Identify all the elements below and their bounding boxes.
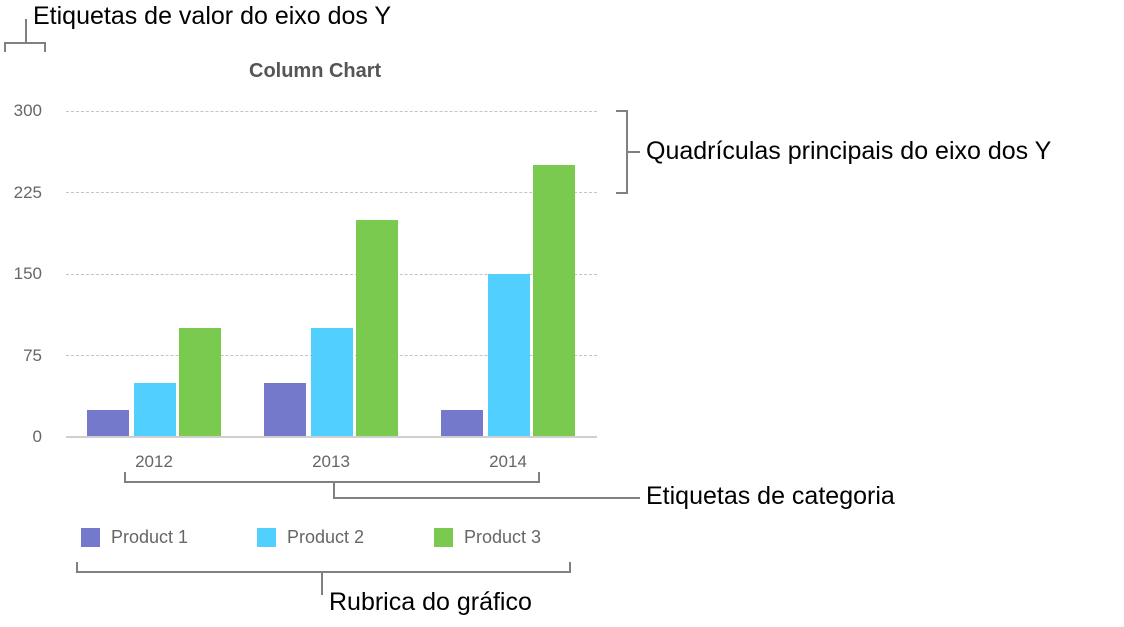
callout-bracket bbox=[76, 571, 571, 573]
callout-category-labels: Etiquetas de categoria bbox=[646, 482, 895, 510]
y-tick-label: 150 bbox=[13, 264, 42, 283]
gridline-225 bbox=[66, 192, 597, 193]
legend-swatch-product-1 bbox=[81, 528, 100, 547]
callout-bracket bbox=[124, 472, 126, 482]
callout-bracket bbox=[4, 42, 6, 52]
callout-bracket bbox=[616, 192, 628, 194]
chart-title: Column Chart bbox=[249, 60, 382, 82]
bar-2012-product-3 bbox=[179, 328, 221, 437]
bar-2014-product-1 bbox=[441, 410, 483, 437]
callout-bracket bbox=[44, 42, 46, 52]
bar-2013-product-3 bbox=[356, 220, 398, 437]
bar-2013-product-1 bbox=[264, 383, 306, 437]
callout-line bbox=[25, 19, 27, 43]
callout-legend: Rubrica do gráfico bbox=[329, 588, 532, 616]
category-label-2013: 2013 bbox=[312, 452, 350, 471]
callout-bracket bbox=[538, 472, 540, 482]
callout-line bbox=[626, 151, 640, 153]
y-tick-label: 75 bbox=[23, 346, 42, 365]
y-tick-label: 300 bbox=[13, 101, 42, 120]
category-label-2014: 2014 bbox=[489, 452, 527, 471]
callout-bracket bbox=[569, 562, 571, 572]
y-tick-label: 225 bbox=[13, 183, 42, 202]
legend-label-product-3: Product 3 bbox=[464, 527, 542, 547]
y-tick-label: 0 bbox=[32, 427, 42, 446]
legend-label-product-2: Product 2 bbox=[287, 527, 365, 547]
callout-line bbox=[321, 571, 323, 595]
callout-line bbox=[333, 497, 640, 499]
legend-swatch-product-3 bbox=[434, 528, 453, 547]
gridline-300 bbox=[66, 111, 597, 112]
legend-label-product-1: Product 1 bbox=[111, 527, 189, 547]
callout-y-value-labels: Etiquetas de valor do eixo dos Y bbox=[33, 2, 392, 30]
legend-swatch-product-2 bbox=[257, 528, 276, 547]
bar-2012-product-1 bbox=[87, 410, 129, 437]
callout-bracket bbox=[4, 42, 46, 44]
bar-2012-product-2 bbox=[134, 383, 176, 437]
callout-bracket bbox=[616, 110, 628, 112]
callout-y-major-gridlines: Quadrículas principais do eixo dos Y bbox=[646, 137, 1052, 165]
gridline-150 bbox=[66, 274, 597, 275]
bar-2014-product-2 bbox=[488, 274, 530, 437]
callout-bracket bbox=[76, 562, 78, 572]
bar-2013-product-2 bbox=[311, 328, 353, 437]
callout-line bbox=[333, 481, 335, 499]
category-label-2012: 2012 bbox=[135, 452, 173, 471]
callout-bracket bbox=[124, 481, 540, 483]
x-axis-line bbox=[66, 436, 597, 438]
bar-2014-product-3 bbox=[533, 165, 575, 437]
